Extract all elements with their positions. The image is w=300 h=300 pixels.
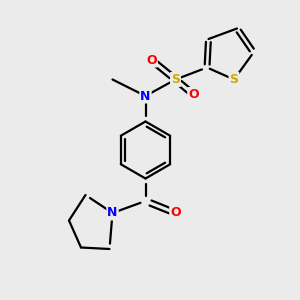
Text: N: N bbox=[140, 89, 151, 103]
Text: S: S bbox=[230, 73, 238, 86]
Text: O: O bbox=[170, 206, 181, 220]
Text: N: N bbox=[107, 206, 118, 220]
Text: O: O bbox=[146, 53, 157, 67]
Text: O: O bbox=[188, 88, 199, 101]
Text: S: S bbox=[171, 73, 180, 86]
